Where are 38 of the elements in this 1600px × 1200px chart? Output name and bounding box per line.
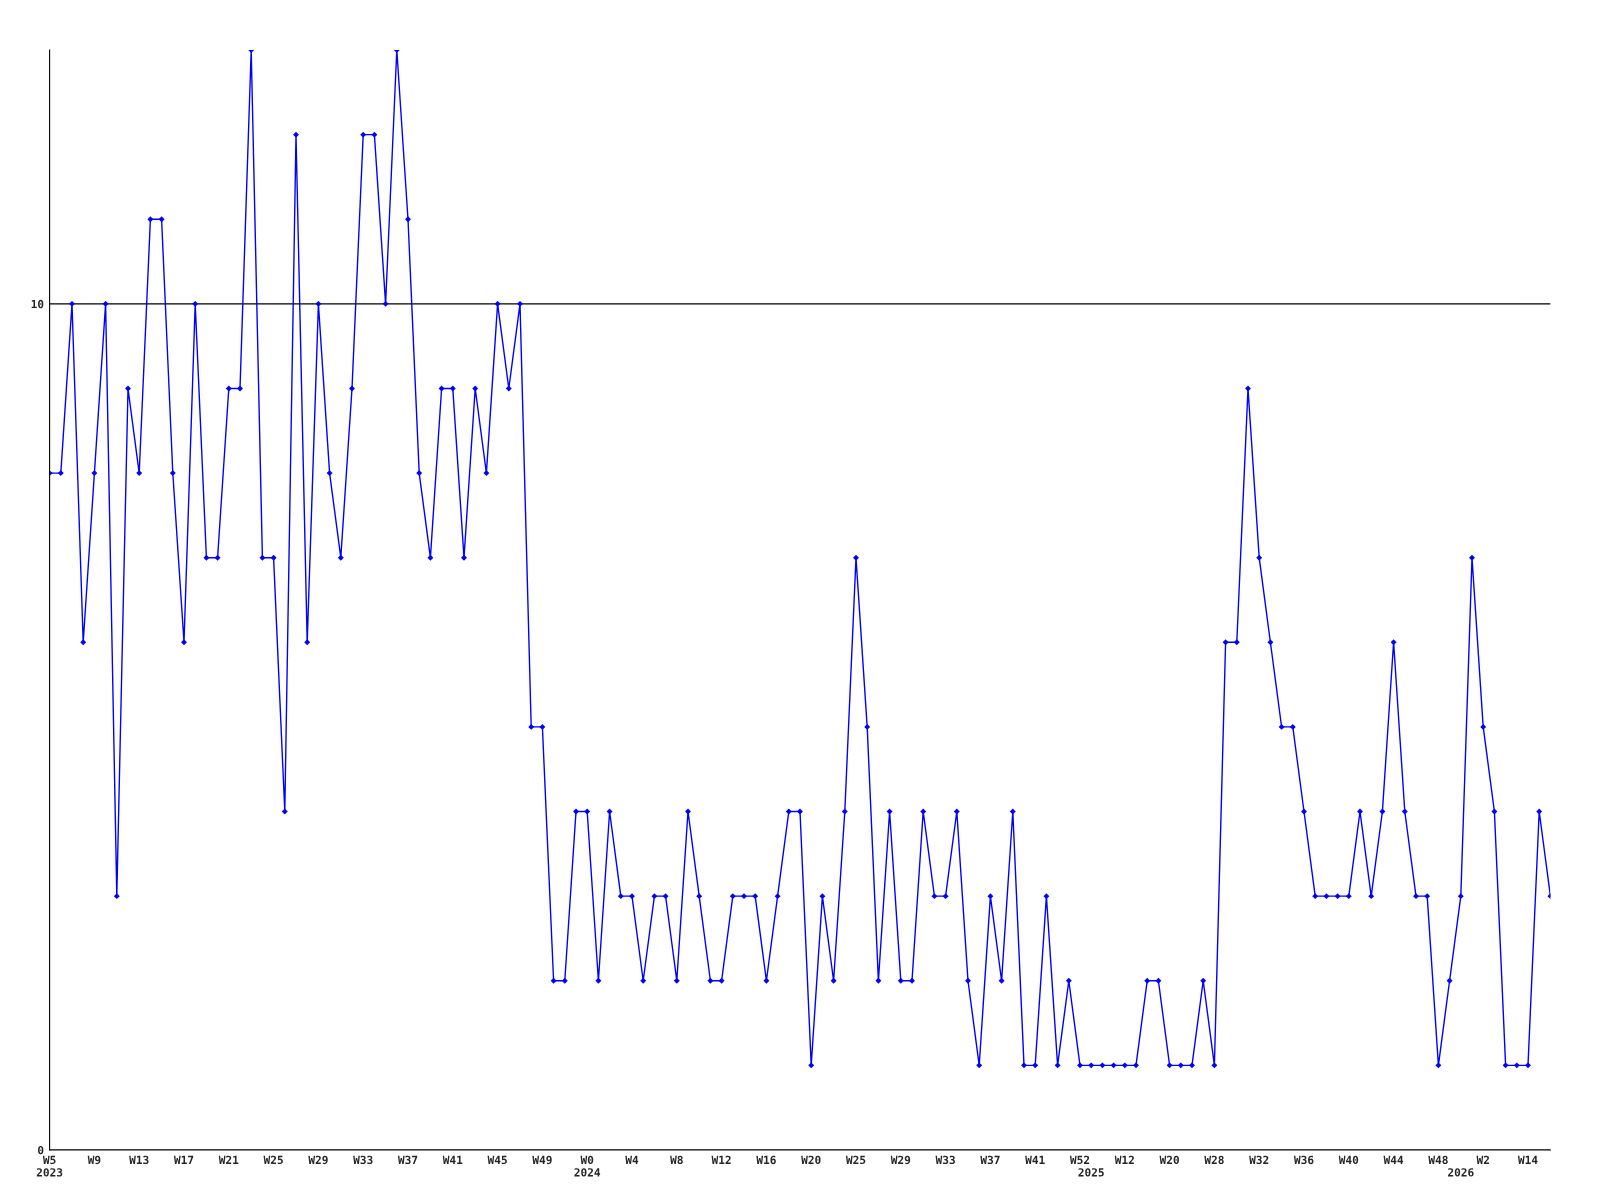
x-tick-label: W29 xyxy=(890,1155,911,1165)
x-tick-label: W48 xyxy=(1428,1155,1448,1165)
x-tick-label: W32 xyxy=(1249,1155,1269,1165)
y-tick-label: 0 xyxy=(38,1145,44,1155)
x-tick-label: W44 xyxy=(1383,1155,1404,1164)
x-tick-label: W37 xyxy=(397,1155,418,1165)
x-tick-label: W33 xyxy=(353,1155,373,1165)
x-tick-label: W25 xyxy=(845,1155,866,1165)
x-tick-label: 2026 xyxy=(1448,1168,1474,1177)
x-tick-label: 2025 xyxy=(1078,1168,1104,1177)
x-tick-label: W37 xyxy=(980,1155,1000,1165)
x-tick-label: W25 xyxy=(263,1155,283,1165)
x-tick-label: W12 xyxy=(1114,1155,1134,1164)
x-tick-label: W14 xyxy=(1517,1155,1538,1164)
y-tick-label: 10 xyxy=(31,299,44,309)
x-tick-label: W8 xyxy=(670,1155,683,1165)
x-tick-label: W49 xyxy=(532,1155,552,1165)
x-tick-label: W52 xyxy=(1069,1155,1090,1165)
x-tick-label: W17 xyxy=(173,1155,194,1164)
x-tick-label: W29 xyxy=(308,1155,328,1165)
x-tick-label: W4 xyxy=(625,1155,639,1164)
x-tick-label: W9 xyxy=(87,1155,101,1165)
x-tick-label: W20 xyxy=(801,1155,821,1165)
x-tick-label: W40 xyxy=(1338,1155,1359,1165)
x-tick-label: W12 xyxy=(711,1155,731,1164)
x-tick-label: W41 xyxy=(1025,1155,1045,1164)
x-tick-label: W5 2023 xyxy=(36,1155,63,1177)
x-tick-label: W16 xyxy=(756,1155,776,1165)
x-tick-label: W36 xyxy=(1293,1155,1314,1165)
x-tick-label: W41 xyxy=(442,1155,463,1164)
x-tick-label: W20 xyxy=(1159,1155,1179,1165)
x-tick-label: W28 xyxy=(1204,1155,1224,1165)
x-tick-label: W21 xyxy=(218,1155,239,1164)
x-tick-label: W2 xyxy=(1476,1155,1489,1164)
x-tick-label: W0 2024 xyxy=(574,1155,601,1177)
x-tick-label: W45 xyxy=(487,1155,507,1165)
x-tick-label: W33 xyxy=(935,1155,955,1165)
x-tick-label: W13 xyxy=(129,1155,149,1165)
